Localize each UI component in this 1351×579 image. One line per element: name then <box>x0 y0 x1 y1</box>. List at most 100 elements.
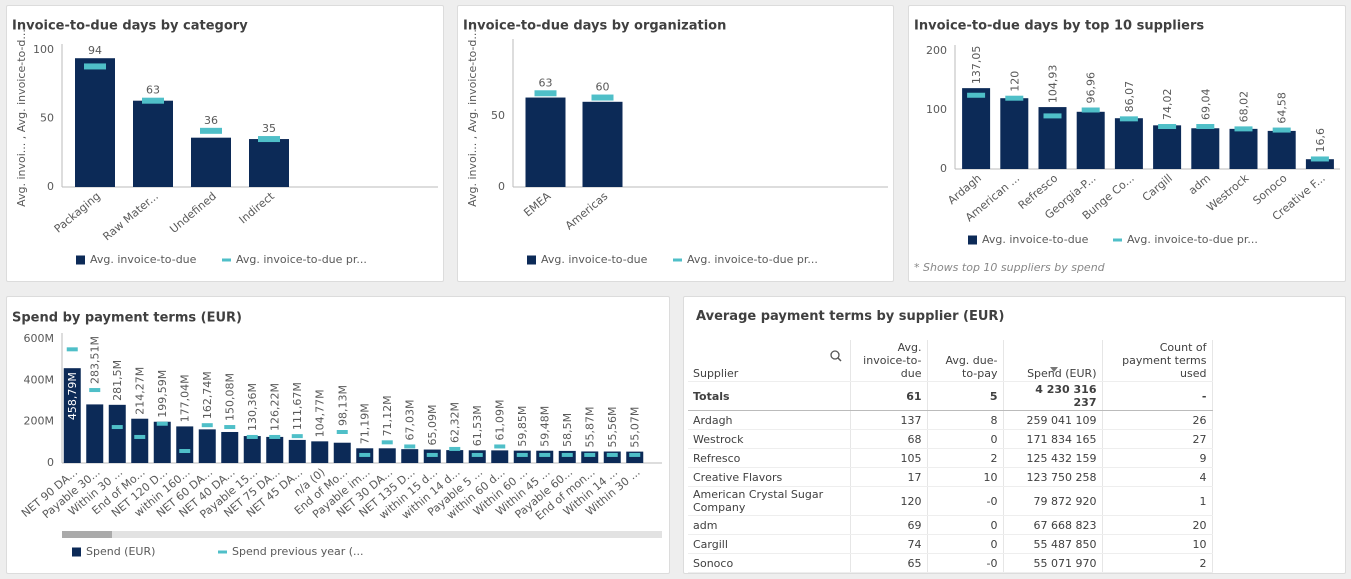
bar <box>1114 118 1143 169</box>
bar <box>131 418 149 463</box>
marker <box>1043 113 1062 119</box>
table-cell: 26 <box>1102 410 1213 430</box>
data-label: 283,51M <box>89 336 102 384</box>
bar <box>153 421 171 463</box>
table-row: Ardagh 137 8 259 041 109 26 <box>688 410 1213 430</box>
bar <box>249 139 289 187</box>
bar <box>198 429 216 463</box>
table-cell: 105 <box>850 448 928 468</box>
data-label: 177,04M <box>179 374 192 422</box>
marker <box>426 452 438 457</box>
y-axis-label: Avg. invoi... , Avg. invoice-to-d... <box>15 29 28 207</box>
data-label: 214,27M <box>134 367 147 415</box>
marker <box>516 452 528 457</box>
table-cell: 137 <box>850 410 928 430</box>
x-tick-label: Undefined <box>167 190 219 236</box>
data-label: 55,56M <box>606 407 619 448</box>
footnote: * Shows top 10 suppliers by spend <box>914 261 1106 274</box>
bar <box>243 436 261 463</box>
table-row: American Crystal Sugar Company 120 -0 79 87… <box>688 486 1213 516</box>
legend-swatch <box>1113 238 1122 242</box>
y-tick-label: 100 <box>33 43 54 56</box>
marker <box>967 92 986 98</box>
data-label: 150,08M <box>224 373 237 421</box>
marker <box>1119 116 1138 122</box>
table-cell: Westrock <box>688 429 851 449</box>
y-tick-label: 200M <box>24 415 55 428</box>
x-tick-label: Packaging <box>52 190 103 236</box>
table-cell: 74 <box>850 534 928 554</box>
table-cell: 1 <box>1102 486 1213 516</box>
data-label: 111,67M <box>291 382 304 430</box>
marker <box>1272 127 1291 133</box>
data-label: 60 <box>596 81 610 94</box>
table-cell: 8 <box>927 410 1004 430</box>
table-cell: 2 <box>1102 553 1213 573</box>
chart-title: Invoice-to-due days by category <box>12 19 248 34</box>
data-label: 162,74M <box>201 371 214 419</box>
data-label: 16,6 <box>1314 128 1327 153</box>
table-cell: 67 668 823 <box>1003 515 1103 535</box>
legend-swatch <box>673 258 682 262</box>
y-tick-label: 400M <box>24 373 55 386</box>
x-tick-label: Indirect <box>237 189 278 226</box>
marker <box>584 452 596 457</box>
legend-label: Avg. invoice-to-due pr... <box>1127 233 1258 246</box>
column-header: Avg. invoice-to-due <box>850 340 928 382</box>
table-cell: 10 <box>1102 534 1213 554</box>
table-row: Creative Flavors 17 10 123 750 258 4 <box>688 467 1213 487</box>
scrollbar-thumb[interactable] <box>62 531 112 538</box>
y-axis-label: Avg. invoi... , Avg. invoice-to-d... <box>466 29 479 207</box>
x-tick-label: Americas <box>563 189 611 232</box>
table-cell: 55 071 970 <box>1003 553 1103 573</box>
marker <box>606 452 618 457</box>
scrollbar[interactable] <box>62 531 662 538</box>
table-cell: 0 <box>927 515 1004 535</box>
data-label: 58,5M <box>561 413 574 447</box>
column-header: Avg. due-to-pay <box>927 340 1004 382</box>
table-cell: Refresco <box>688 448 851 468</box>
y-tick-label: 0 <box>47 180 54 193</box>
table-cell: -0 <box>927 553 1004 573</box>
marker <box>134 434 146 439</box>
column-header: Spend (EUR) <box>1003 340 1103 382</box>
legend-swatch <box>527 255 536 265</box>
search-icon[interactable] <box>830 350 842 362</box>
legend-swatch <box>968 235 977 245</box>
x-tick-label: adm <box>1186 172 1213 198</box>
y-tick-label: 200 <box>926 44 947 57</box>
data-table: Supplier Avg. invoice-to-due Avg. due-to-p… <box>688 340 1213 573</box>
bar <box>378 448 396 463</box>
data-label: 130,36M <box>246 383 259 431</box>
table-cell: 68 <box>850 429 928 449</box>
bar <box>191 137 231 187</box>
table-cell: 125 432 159 <box>1003 448 1103 468</box>
bar <box>333 442 351 463</box>
table-cell: 0 <box>927 534 1004 554</box>
data-label: 59,85M <box>516 406 529 447</box>
marker <box>1005 95 1024 101</box>
marker <box>66 347 78 352</box>
bar <box>603 451 621 463</box>
bar <box>962 88 991 169</box>
bar <box>1267 130 1296 169</box>
marker <box>1158 124 1177 130</box>
bar <box>525 97 566 187</box>
data-label: 69,04 <box>1199 89 1212 121</box>
table-cell: American Crystal Sugar Company <box>688 486 851 516</box>
chart-title: Invoice-to-due days by top 10 suppliers <box>914 19 1204 34</box>
table-cell: 4 <box>1102 467 1213 487</box>
legend-label: Avg. invoice-to-due <box>982 233 1089 246</box>
marker <box>269 434 281 439</box>
table-cell: -0 <box>927 486 1004 516</box>
table-cell: 79 872 920 <box>1003 486 1103 516</box>
data-label: 36 <box>204 114 218 127</box>
table-cell: 69 <box>850 515 928 535</box>
bar <box>1229 128 1258 169</box>
marker <box>179 449 191 454</box>
y-tick-label: 0 <box>47 456 54 469</box>
legend-label: Avg. invoice-to-due <box>541 253 648 266</box>
table-cell: 120 <box>850 486 928 516</box>
table-cell: 0 <box>927 429 1004 449</box>
